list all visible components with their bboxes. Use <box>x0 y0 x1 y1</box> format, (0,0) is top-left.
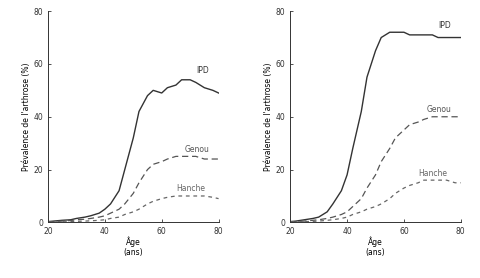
Text: Genou: Genou <box>427 105 452 114</box>
Text: Hanche: Hanche <box>418 168 447 178</box>
Y-axis label: Prévalence de l'arthrose (%): Prévalence de l'arthrose (%) <box>264 63 273 171</box>
X-axis label: Âge
(ans): Âge (ans) <box>366 236 385 257</box>
Text: IPD: IPD <box>196 66 209 75</box>
Text: Hanche: Hanche <box>176 184 205 193</box>
X-axis label: Âge
(ans): Âge (ans) <box>123 236 143 257</box>
Y-axis label: Prévalence de l'arthrose (%): Prévalence de l'arthrose (%) <box>22 63 31 171</box>
Text: Genou: Genou <box>184 145 209 154</box>
Text: IPD: IPD <box>438 21 451 29</box>
